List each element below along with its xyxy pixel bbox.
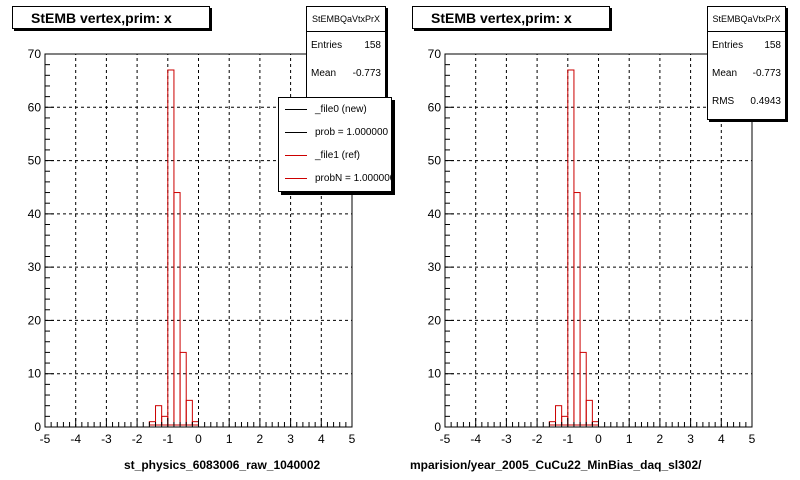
stats-value: 158: [764, 40, 781, 51]
x-tick-label: 0: [195, 432, 202, 446]
histogram-bin: [548, 421, 557, 426]
histogram-bin: [579, 351, 587, 426]
y-tick-label: 0: [434, 420, 441, 434]
panel-2-stats-rms-row: RMS 0.4943: [708, 88, 785, 116]
panel-1-stats-entries-row: Entries 158: [307, 32, 385, 60]
y-tick-label: 0: [34, 420, 41, 434]
panel-2-stats-entries-row: Entries 158: [708, 32, 785, 60]
stats-label: Mean: [311, 68, 337, 79]
stats-value: 0.4943: [750, 96, 781, 107]
y-tick-label: 50: [428, 154, 442, 168]
histogram-bin: [561, 415, 569, 426]
x-tick-label: 2: [257, 432, 264, 446]
legend-line-swatch: [285, 132, 307, 133]
x-tick-label: 2: [657, 432, 664, 446]
x-tick-label: 1: [226, 432, 233, 446]
panel-2-stats-name: StEMBQaVtxPrX: [708, 7, 785, 32]
x-tick-label: 1: [626, 432, 633, 446]
histogram-bin: [573, 192, 581, 426]
panel-2-stats-box: StEMBQaVtxPrX Entries 158 Mean -0.773 RM…: [707, 6, 786, 120]
y-tick-label: 50: [28, 154, 42, 168]
histogram-bin: [191, 421, 200, 426]
y-tick-label: 10: [428, 367, 442, 381]
legend-entry-label: _file1 (ref): [315, 150, 361, 161]
x-tick-label: -4: [470, 432, 481, 446]
panel-2-file-label: mparision/year_2005_CuCu22_MinBias_daq_s…: [410, 458, 702, 472]
x-tick-label: -3: [501, 432, 512, 446]
y-tick-label: 10: [28, 367, 42, 381]
x-tick-label: -3: [101, 432, 112, 446]
legend-entry-file0: _file0 (new): [279, 98, 391, 121]
stats-value: 158: [364, 40, 381, 51]
x-tick-label: -4: [70, 432, 81, 446]
stats-value: -0.773: [752, 68, 781, 79]
legend-entry-label: _file0 (new): [315, 104, 367, 115]
panel-2-title-text: StEMB vertex,prim: x: [431, 10, 572, 26]
x-tick-label: -2: [132, 432, 143, 446]
histogram-bin: [185, 399, 193, 426]
legend-line-swatch: [285, 178, 307, 179]
histogram-bin: [555, 405, 563, 426]
x-tick-label: 5: [349, 432, 356, 446]
histogram-bin: [567, 69, 575, 426]
y-tick-label: 20: [428, 313, 442, 327]
panel-1-title: StEMB vertex,prim: x: [12, 6, 210, 29]
x-tick-label: 3: [687, 432, 694, 446]
stats-label: Entries: [712, 40, 744, 51]
histogram-bin: [167, 69, 175, 426]
stats-label: RMS: [712, 96, 735, 107]
stats-value: -0.773: [352, 68, 381, 79]
y-tick-label: 20: [28, 313, 42, 327]
x-tick-label: -1: [562, 432, 573, 446]
y-tick-label: 40: [28, 207, 42, 221]
y-tick-label: 60: [28, 100, 42, 114]
y-tick-label: 60: [428, 100, 442, 114]
legend-entry-file1: _file1 (ref): [279, 144, 391, 167]
legend-entry-probn: probN = 1.000000: [279, 167, 391, 190]
x-tick-label: 0: [595, 432, 602, 446]
y-tick-label: 40: [428, 207, 442, 221]
x-tick-label: 5: [749, 432, 756, 446]
legend-line-swatch: [285, 155, 307, 156]
panel-1-stats-box: StEMBQaVtxPrX Entries 158 Mean -0.773: [306, 6, 386, 100]
x-tick-label: -2: [532, 432, 543, 446]
x-tick-label: -5: [440, 432, 451, 446]
x-tick-label: -5: [40, 432, 51, 446]
y-tick-label: 30: [28, 260, 42, 274]
panel-1-title-text: StEMB vertex,prim: x: [31, 10, 172, 26]
legend-entry-label: prob = 1.000000: [315, 127, 389, 138]
stats-label: Entries: [311, 40, 343, 51]
y-tick-label: 30: [428, 260, 442, 274]
x-tick-label: 4: [318, 432, 325, 446]
stats-label: Mean: [712, 68, 738, 79]
x-tick-label: 3: [287, 432, 294, 446]
panel-1-stats-mean-row: Mean -0.773: [307, 60, 385, 88]
histogram-bin: [148, 421, 157, 426]
histogram-bin: [179, 351, 187, 426]
histogram-bin: [585, 399, 593, 426]
legend-entry-prob: prob = 1.000000: [279, 121, 391, 144]
x-tick-label: 4: [718, 432, 725, 446]
histogram-bin: [591, 421, 599, 426]
panel-2-stats-mean-row: Mean -0.773: [708, 60, 785, 88]
x-tick-label: -1: [162, 432, 173, 446]
histogram-bin: [155, 405, 163, 426]
legend-entry-label: probN = 1.000000: [315, 173, 392, 184]
legend-line-swatch: [285, 109, 307, 110]
histogram-bin: [161, 415, 169, 426]
panel-1-stats-name: StEMBQaVtxPrX: [307, 7, 385, 32]
y-tick-label: 70: [28, 47, 42, 61]
y-tick-label: 70: [428, 47, 442, 61]
panel-1-legend: _file0 (new) prob = 1.000000 _file1 (ref…: [278, 97, 392, 192]
panel-2-title: StEMB vertex,prim: x: [412, 6, 610, 29]
panel-1-file-label: st_physics_6083006_raw_1040002: [124, 458, 321, 472]
histogram-bin: [173, 192, 181, 426]
